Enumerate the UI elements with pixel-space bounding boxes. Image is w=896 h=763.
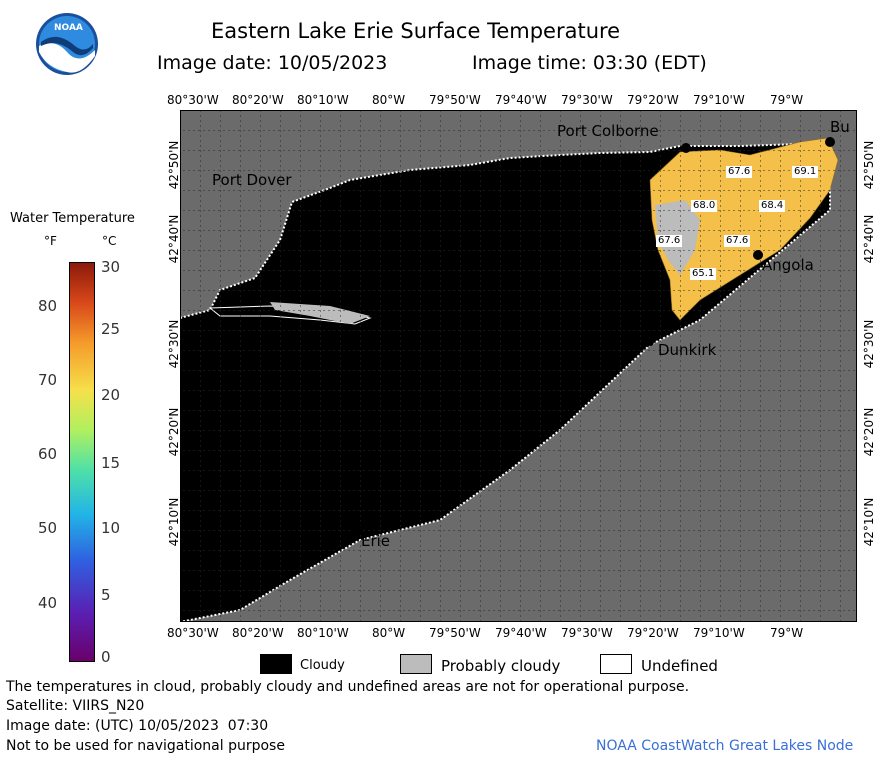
lat-tick-right: 42°30'N [862,319,876,369]
credit-link[interactable]: NOAA CoastWatch Great Lakes Node [596,738,854,754]
lake-map [180,110,857,622]
colorbar-c-tick: 10 [101,519,121,537]
lon-tick-top: 79°10'W [693,93,745,107]
temperature-label: 68.0 [691,200,718,212]
temperature-label: 69.1 [792,166,819,178]
colorbar [69,262,95,662]
satellite-text: Satellite: VIIRS_N20 [6,698,145,714]
lon-tick-bottom: 80°10'W [297,626,349,640]
colorbar-unit-c: °C [102,234,117,248]
noaa-logo: NOAA [35,12,99,76]
legend-probably-cloudy-label: Probably cloudy [441,657,561,675]
temperature-label: 67.6 [726,166,753,178]
lon-tick-top: 80°20'W [232,93,284,107]
lon-tick-top: 80°W [372,93,406,107]
lon-tick-top: 79°W [770,93,804,107]
place-dunkirk: Dunkirk [658,341,717,359]
lon-tick-top: 80°30'W [167,93,219,107]
temperature-label: 65.1 [690,268,717,280]
colorbar-c-tick: 15 [101,454,121,472]
colorbar-c-tick: 20 [101,386,121,404]
lat-tick-left: 42°50'N [167,140,181,190]
colorbar-c-tick: 5 [101,586,111,604]
legend-undefined-swatch [600,654,632,674]
lon-tick-bottom: 79°W [770,626,804,640]
lat-tick-left: 42°40'N [167,214,181,264]
navigation-warning: Not to be used for navigational purpose [6,738,285,754]
lat-tick-left: 42°10'N [167,497,181,547]
place-erie: Erie [361,532,391,550]
city-marker-dunkirk [646,338,654,346]
lat-tick-right: 42°10'N [862,497,876,547]
colorbar-c-tick: 0 [101,648,111,666]
lon-tick-top: 80°10'W [297,93,349,107]
lon-tick-top: 79°20'W [627,93,679,107]
lon-tick-bottom: 80°20'W [232,626,284,640]
lon-tick-bottom: 79°30'W [561,626,613,640]
temperature-label: 67.6 [656,235,683,247]
image-time: Image time: 03:30 (EDT) [472,52,707,74]
place-port-colborne: Port Colborne [557,122,659,140]
lon-tick-bottom: 79°20'W [627,626,679,640]
place-buffalo: Bu [830,118,850,136]
lon-tick-bottom: 79°50'W [429,626,481,640]
lat-tick-left: 42°20'N [167,407,181,457]
city-marker-port-colborne [681,143,691,153]
colorbar-title: Water Temperature [10,211,135,226]
city-marker-buffalo [825,137,835,147]
place-port-dover: Port Dover [212,171,292,189]
lat-tick-right: 42°40'N [862,214,876,264]
city-marker-angola [753,250,763,260]
place-angola: Angola [762,256,814,274]
lon-tick-bottom: 80°W [372,626,406,640]
lon-tick-top: 79°30'W [561,93,613,107]
colorbar-f-tick: 60 [38,445,58,463]
city-marker-erie [353,525,363,535]
lon-tick-top: 79°50'W [429,93,481,107]
colorbar-f-tick: 40 [38,594,58,612]
image-date: Image date: 10/05/2023 [157,52,388,74]
lat-tick-right: 42°50'N [862,140,876,190]
colorbar-f-tick: 80 [38,297,58,315]
legend-cloudy-swatch [260,654,292,674]
lat-tick-right: 42°20'N [862,407,876,457]
logo-text: NOAA [54,23,83,33]
colorbar-unit-f: °F [44,234,57,248]
map-title: Eastern Lake Erie Surface Temperature [211,19,621,43]
utc-date-text: Image date: (UTC) 10/05/2023 07:30 [6,718,269,734]
legend-undefined-label: Undefined [641,657,718,675]
colorbar-f-tick: 50 [38,519,58,537]
lat-tick-left: 42°30'N [167,319,181,369]
legend-cloudy-label: Cloudy [300,658,345,673]
lon-tick-bottom: 79°10'W [693,626,745,640]
colorbar-c-tick: 25 [101,320,121,338]
legend-probably-cloudy-swatch [400,654,432,674]
colorbar-c-tick: 30 [101,258,121,276]
lon-tick-top: 79°40'W [495,93,547,107]
lon-tick-bottom: 80°30'W [167,626,219,640]
disclaimer-text: The temperatures in cloud, probably clou… [6,679,690,695]
temperature-label: 68.4 [759,200,786,212]
lon-tick-bottom: 79°40'W [495,626,547,640]
temperature-label: 67.6 [724,235,751,247]
colorbar-f-tick: 70 [38,371,58,389]
